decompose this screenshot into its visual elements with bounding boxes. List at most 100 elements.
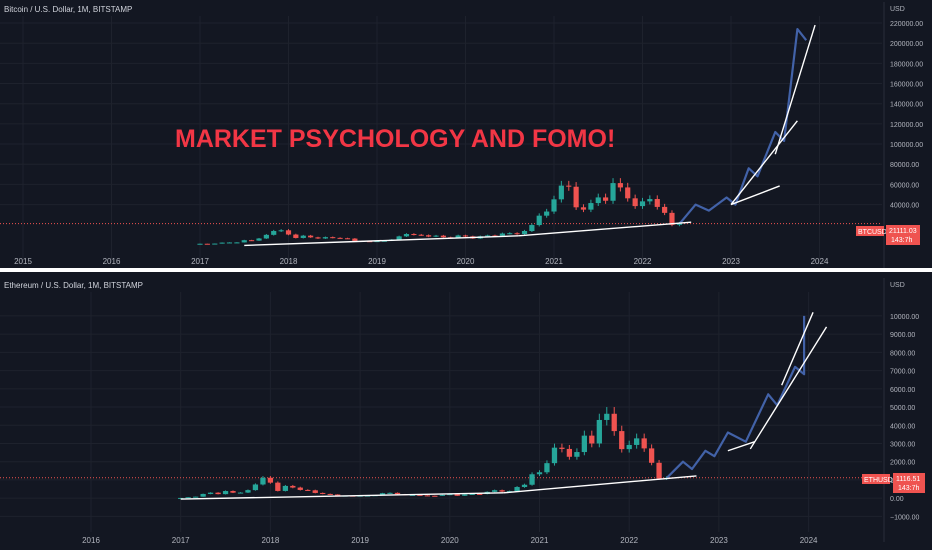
eth-y-tick: 3000.00 (890, 441, 915, 448)
btc-candle (595, 197, 601, 204)
btc-y-tick: 160000.00 (890, 82, 923, 89)
eth-candle (305, 489, 311, 491)
eth-projection-path (666, 315, 806, 479)
btc-y-tick: 80000.00 (890, 162, 919, 169)
btc-candle (337, 237, 343, 239)
eth-candle (387, 492, 393, 494)
btc-candle (462, 235, 469, 237)
panel-divider[interactable] (0, 268, 932, 272)
grid-layer: 2015 2016 2017 2018 2019 2020 2021 2022 2023 2024… (0, 2, 923, 545)
eth-last-price-bg (893, 473, 925, 493)
btc-symbol-badge: BTCUSD (858, 229, 887, 236)
btc-candle (588, 203, 594, 210)
eth-candle (290, 485, 296, 488)
btc-last-price-bg (886, 225, 920, 245)
eth-x-tick: 2016 (82, 536, 100, 545)
btc-candle (403, 234, 410, 237)
eth-trendline (727, 440, 756, 452)
btc-y-tick: 140000.00 (890, 102, 923, 109)
eth-candle (656, 462, 662, 479)
btc-trendline (730, 185, 780, 206)
eth-candle (207, 492, 214, 494)
btc-candle (566, 185, 572, 187)
eth-symbol-badge: ETHUSD (864, 477, 893, 484)
eth-candle (566, 448, 573, 457)
eth-candle (641, 438, 647, 449)
eth-candle (544, 463, 550, 473)
eth-candle (619, 431, 625, 450)
btc-x-tick: 2021 (545, 257, 563, 266)
btc-candle (632, 198, 638, 207)
eth-candle (432, 495, 438, 497)
btc-candle (308, 235, 314, 238)
btc-candle (433, 235, 439, 237)
btc-candle (418, 234, 424, 236)
btc-trendline (774, 24, 816, 155)
eth-price-badge: ETHUSD 1116.51 143:7h (862, 473, 925, 493)
eth-trendline (503, 475, 697, 494)
btc-candle (249, 240, 255, 242)
btc-candle (551, 199, 557, 212)
eth-y-tick: 10000.00 (890, 314, 919, 321)
btc-candle (285, 230, 292, 235)
eth-candle (536, 472, 543, 475)
btc-candle (558, 185, 564, 200)
btc-candle (669, 212, 675, 225)
eth-candle (245, 490, 251, 493)
btc-x-tick: 2022 (634, 257, 652, 266)
eth-candle (200, 493, 206, 497)
btc-x-tick: 2020 (457, 257, 475, 266)
eth-candle (260, 477, 266, 485)
eth-x-tick: 2021 (531, 536, 549, 545)
btc-candle (263, 234, 269, 239)
eth-candle (312, 490, 318, 493)
annotation-text[interactable]: MARKET PSYCHOLOGY AND FOMO! (175, 125, 615, 153)
eth-candle (297, 487, 303, 490)
btc-candle (440, 235, 446, 238)
eth-candle (394, 492, 401, 495)
eth-candle (275, 482, 281, 491)
eth-candle (521, 484, 528, 488)
eth-y-tick: 2000.00 (890, 460, 915, 467)
btc-candle (256, 238, 262, 241)
btc-candle (507, 233, 513, 235)
eth-y-tick: 8000.00 (890, 350, 915, 357)
btc-y-tick: 220000.00 (890, 21, 923, 28)
eth-y-tick: 4000.00 (890, 423, 915, 430)
btc-last-price: 21111.03 (889, 228, 917, 235)
eth-x-tick: 2019 (351, 536, 369, 545)
eth-candle (379, 493, 386, 496)
eth-candle (230, 491, 236, 493)
btc-candle (300, 235, 306, 238)
btc-candle (514, 233, 520, 235)
eth-candle (462, 494, 468, 496)
eth-y-tick: −1000.00 (890, 514, 919, 521)
eth-candle (589, 435, 595, 444)
btc-candle (492, 235, 498, 237)
eth-candle (581, 435, 587, 453)
eth-y-tick: 9000.00 (890, 332, 915, 339)
eth-x-tick: 2018 (262, 536, 280, 545)
eth-x-tick: 2023 (710, 536, 728, 545)
eth-x-tick: 2017 (172, 536, 190, 545)
eth-candle (417, 494, 423, 496)
eth-trendline (781, 312, 814, 386)
eth-symbol-badge-bg (862, 474, 890, 484)
btc-candle (352, 238, 358, 241)
eth-candle (514, 487, 520, 492)
btc-candle (197, 243, 203, 245)
eth-x-tick: 2024 (800, 536, 818, 545)
eth-last-price: 1116.51 (896, 476, 920, 483)
eth-y-tick: 6000.00 (890, 387, 915, 394)
eth-candle (469, 493, 475, 495)
btc-candle (396, 236, 402, 240)
btc-candle (234, 242, 240, 244)
eth-candle (604, 413, 610, 420)
eth-trendline (749, 326, 828, 450)
btc-candle (204, 243, 210, 245)
btc-candle (536, 215, 542, 226)
btc-candle (499, 233, 505, 236)
eth-candle (529, 474, 535, 485)
eth-candle (409, 494, 416, 496)
